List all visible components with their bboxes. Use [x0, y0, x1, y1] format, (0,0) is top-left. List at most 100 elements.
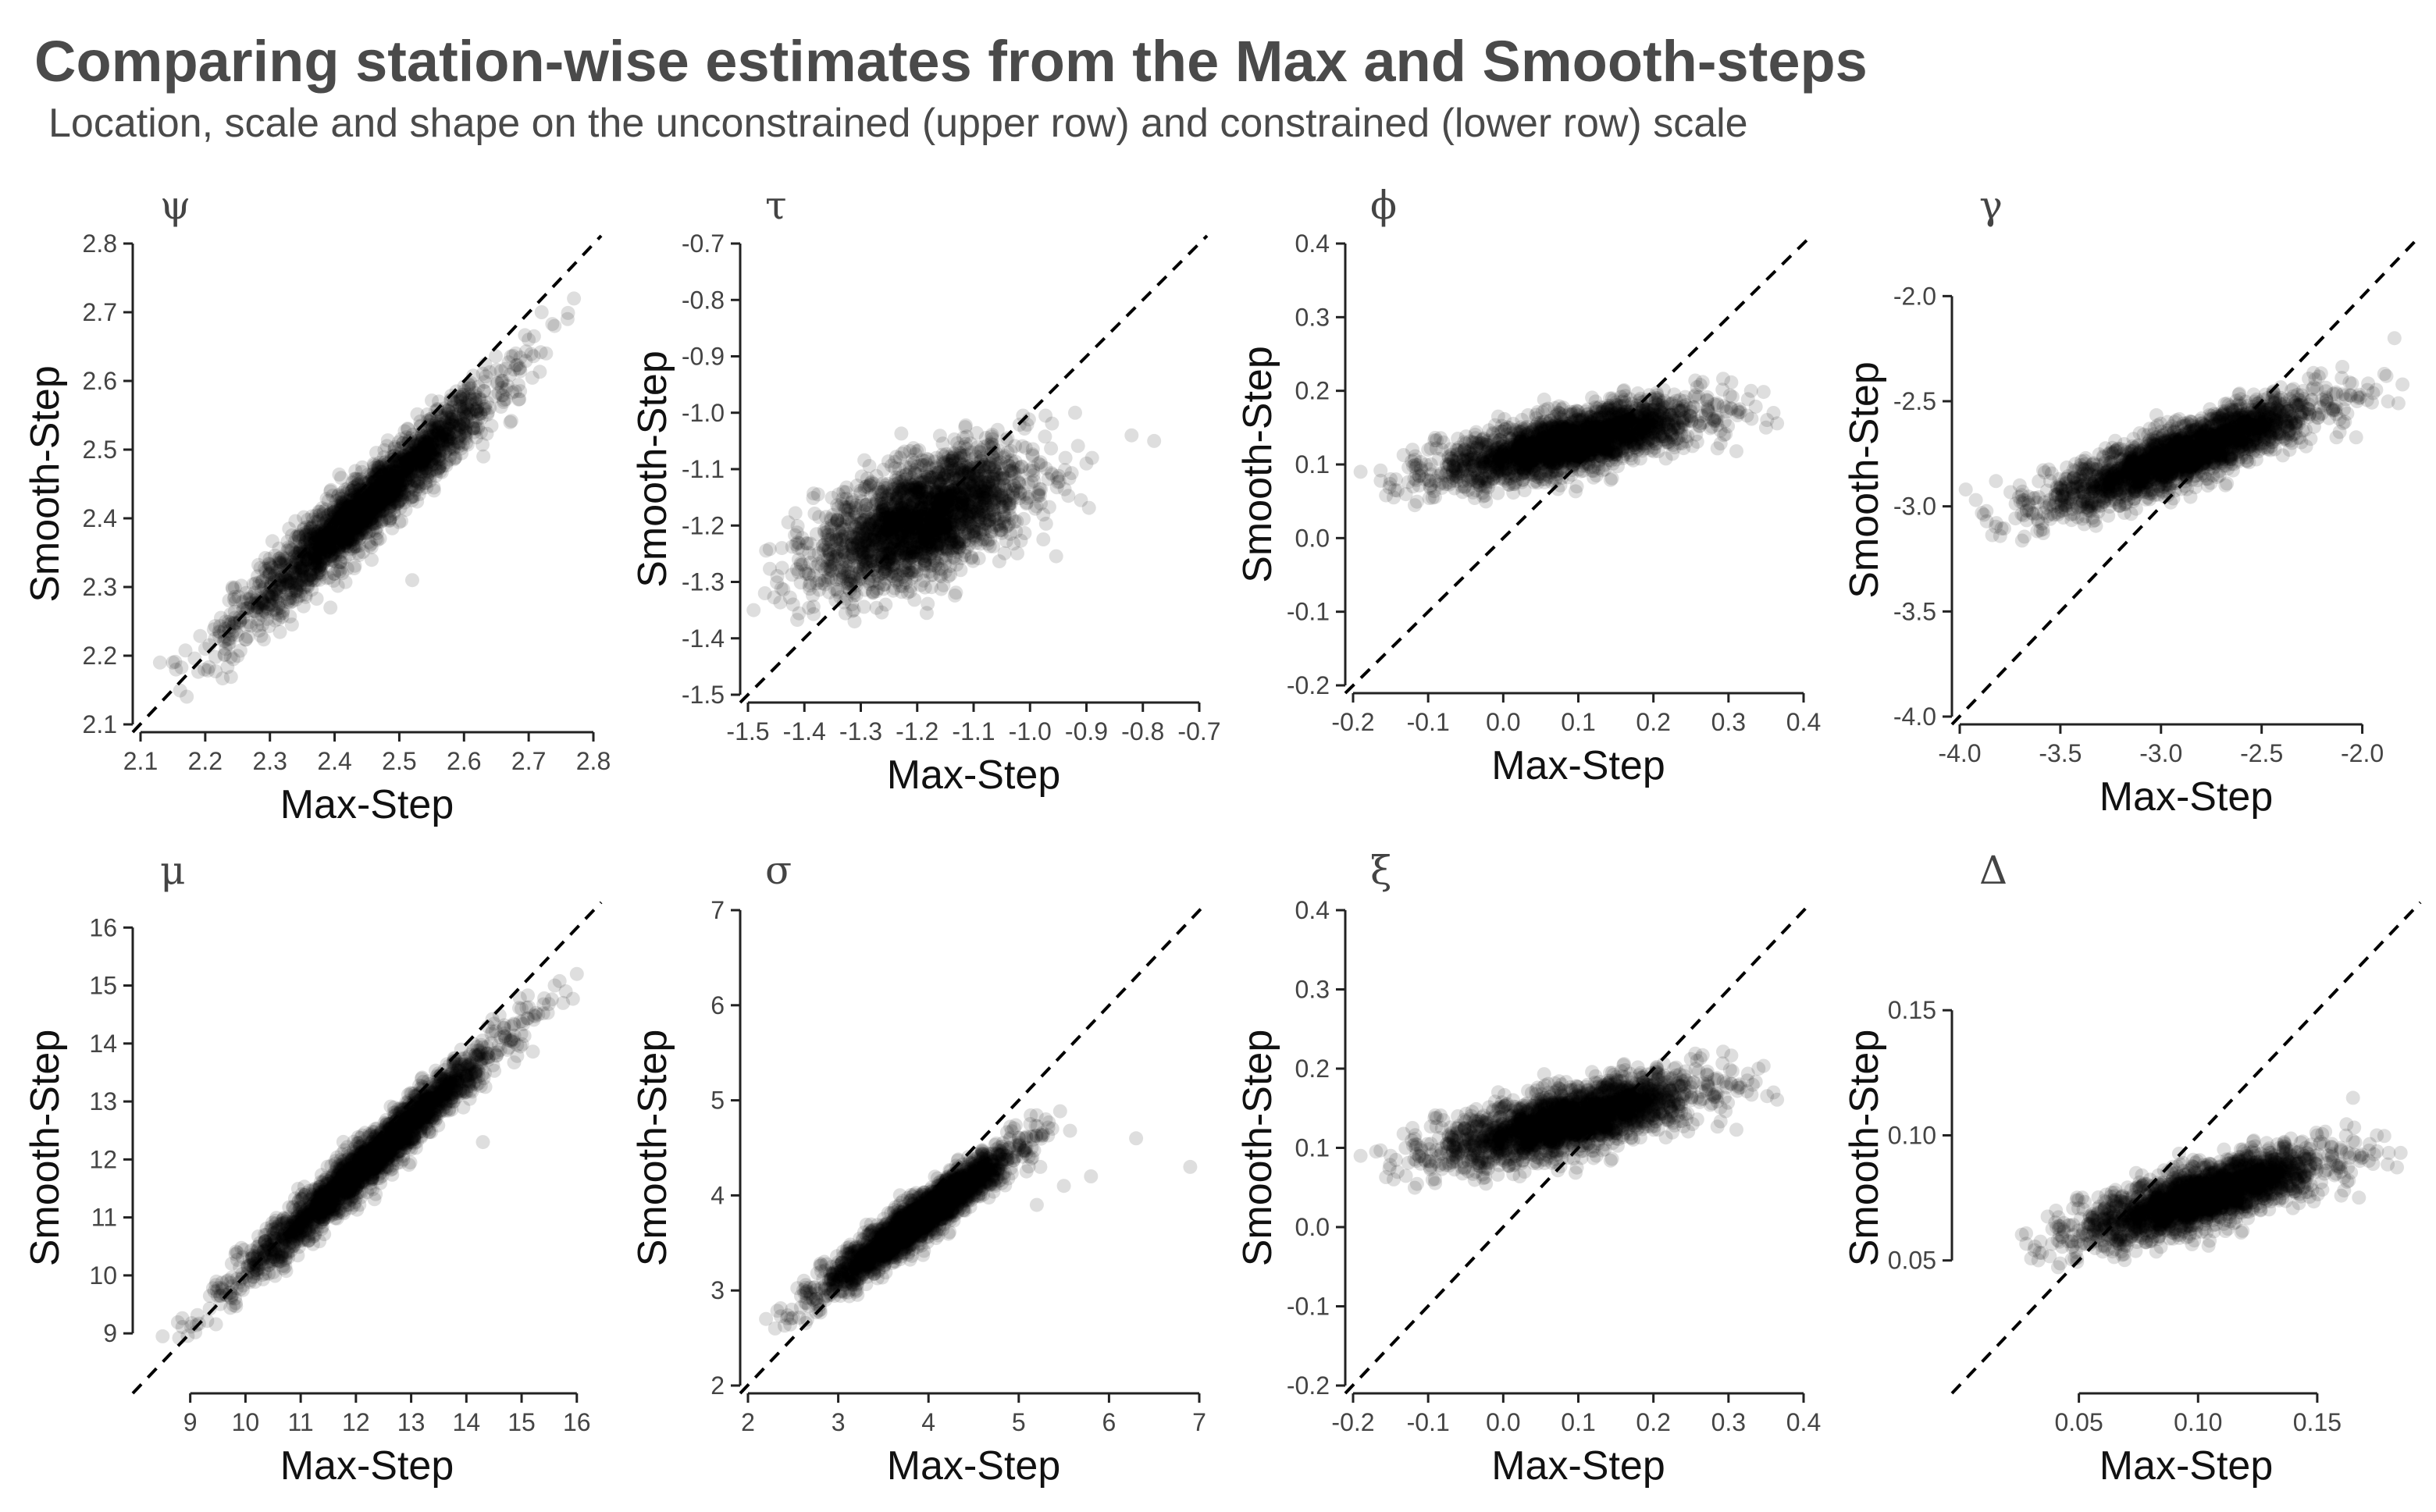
point	[851, 543, 865, 557]
point	[981, 533, 995, 547]
point	[923, 492, 937, 506]
point	[532, 365, 547, 379]
point	[496, 374, 510, 388]
x-tick-label: 2.4	[317, 747, 351, 775]
point	[775, 541, 789, 555]
point	[1013, 491, 1027, 505]
point	[504, 414, 518, 428]
point	[522, 333, 536, 347]
point	[300, 560, 314, 574]
point	[1068, 406, 1082, 420]
point	[949, 518, 963, 532]
y-tick-label: 2.5	[83, 436, 117, 464]
x-axis-title: Max-Step	[280, 782, 454, 827]
point	[323, 600, 337, 614]
x-tick-label: 2.7	[511, 747, 546, 775]
point	[405, 573, 419, 587]
y-axis-title: Smooth-Step	[23, 365, 68, 603]
point	[224, 650, 238, 664]
point	[908, 466, 922, 480]
point	[341, 521, 355, 535]
y-tick-label: -0.7	[682, 229, 725, 258]
point	[792, 553, 806, 567]
point	[1124, 429, 1138, 443]
point	[458, 404, 472, 418]
point	[322, 494, 336, 508]
point	[799, 567, 813, 581]
point	[413, 438, 427, 452]
point	[1147, 434, 1161, 448]
panel-2: τ-1.5 -1.4 -1.3 -1.2 -1.1 -1.0 -0.9 -0.8 -0.7-1.…	[630, 183, 1221, 798]
point	[333, 492, 347, 506]
point	[786, 597, 800, 611]
point	[789, 506, 803, 520]
point	[264, 588, 278, 602]
y-tick-label: 2.4	[83, 504, 117, 532]
point	[1085, 451, 1099, 465]
point	[1074, 493, 1088, 507]
point	[912, 443, 926, 457]
point	[930, 461, 944, 475]
point	[938, 533, 952, 547]
point	[759, 543, 773, 557]
point	[1038, 429, 1052, 443]
point	[948, 589, 962, 603]
point	[920, 606, 934, 620]
panel-label: ψ	[160, 183, 191, 228]
point	[411, 459, 426, 473]
point	[839, 503, 853, 517]
point	[166, 656, 180, 670]
point	[1009, 525, 1023, 539]
point	[964, 551, 978, 565]
point	[877, 535, 891, 550]
point	[265, 534, 280, 548]
y-tick-label: -1.0	[682, 399, 725, 427]
y-tick-label: 2.2	[83, 642, 117, 670]
point	[889, 492, 903, 506]
point	[371, 533, 385, 547]
point	[836, 485, 850, 499]
point	[923, 537, 937, 551]
point	[365, 553, 379, 567]
point	[874, 606, 889, 620]
point	[1036, 532, 1050, 546]
point	[807, 491, 821, 505]
x-tick-label: -0.8	[1121, 717, 1164, 745]
y-tick-label: 2.8	[83, 229, 117, 258]
point	[812, 546, 826, 560]
point	[234, 578, 248, 592]
point	[885, 459, 899, 473]
point	[842, 560, 856, 574]
point	[1059, 451, 1073, 465]
point	[1063, 471, 1077, 486]
y-tick-label: -1.1	[682, 455, 725, 483]
point	[1025, 447, 1039, 461]
point	[936, 578, 950, 592]
point	[547, 319, 561, 333]
point	[891, 522, 905, 536]
point	[313, 559, 327, 573]
y-tick-label: 2.3	[83, 573, 117, 601]
point	[1039, 517, 1053, 531]
panel-label: ϕ	[1370, 183, 1397, 228]
y-tick-label: 2.7	[83, 298, 117, 326]
point	[1045, 417, 1059, 431]
point	[513, 361, 527, 375]
x-tick-label: -1.5	[726, 717, 769, 745]
x-tick-label: 2.3	[252, 747, 287, 775]
point	[223, 593, 237, 607]
x-tick-label: -1.0	[1009, 717, 1052, 745]
point	[535, 305, 549, 319]
panel-3: ϕ-0.2 -0.1 0.0 0.1 0.2 0.3 0.4-0.2-0.10.00.10.…	[1235, 183, 1821, 788]
x-tick-label: 2.2	[188, 747, 223, 775]
point	[327, 567, 341, 581]
point	[933, 429, 947, 443]
x-tick-label: -1.1	[952, 717, 995, 745]
point	[296, 573, 310, 587]
point	[831, 585, 845, 599]
x-tick-label: 2.8	[576, 747, 611, 775]
point	[230, 628, 244, 642]
x-axis-title: Max-Step	[887, 752, 1061, 798]
point	[894, 426, 908, 440]
